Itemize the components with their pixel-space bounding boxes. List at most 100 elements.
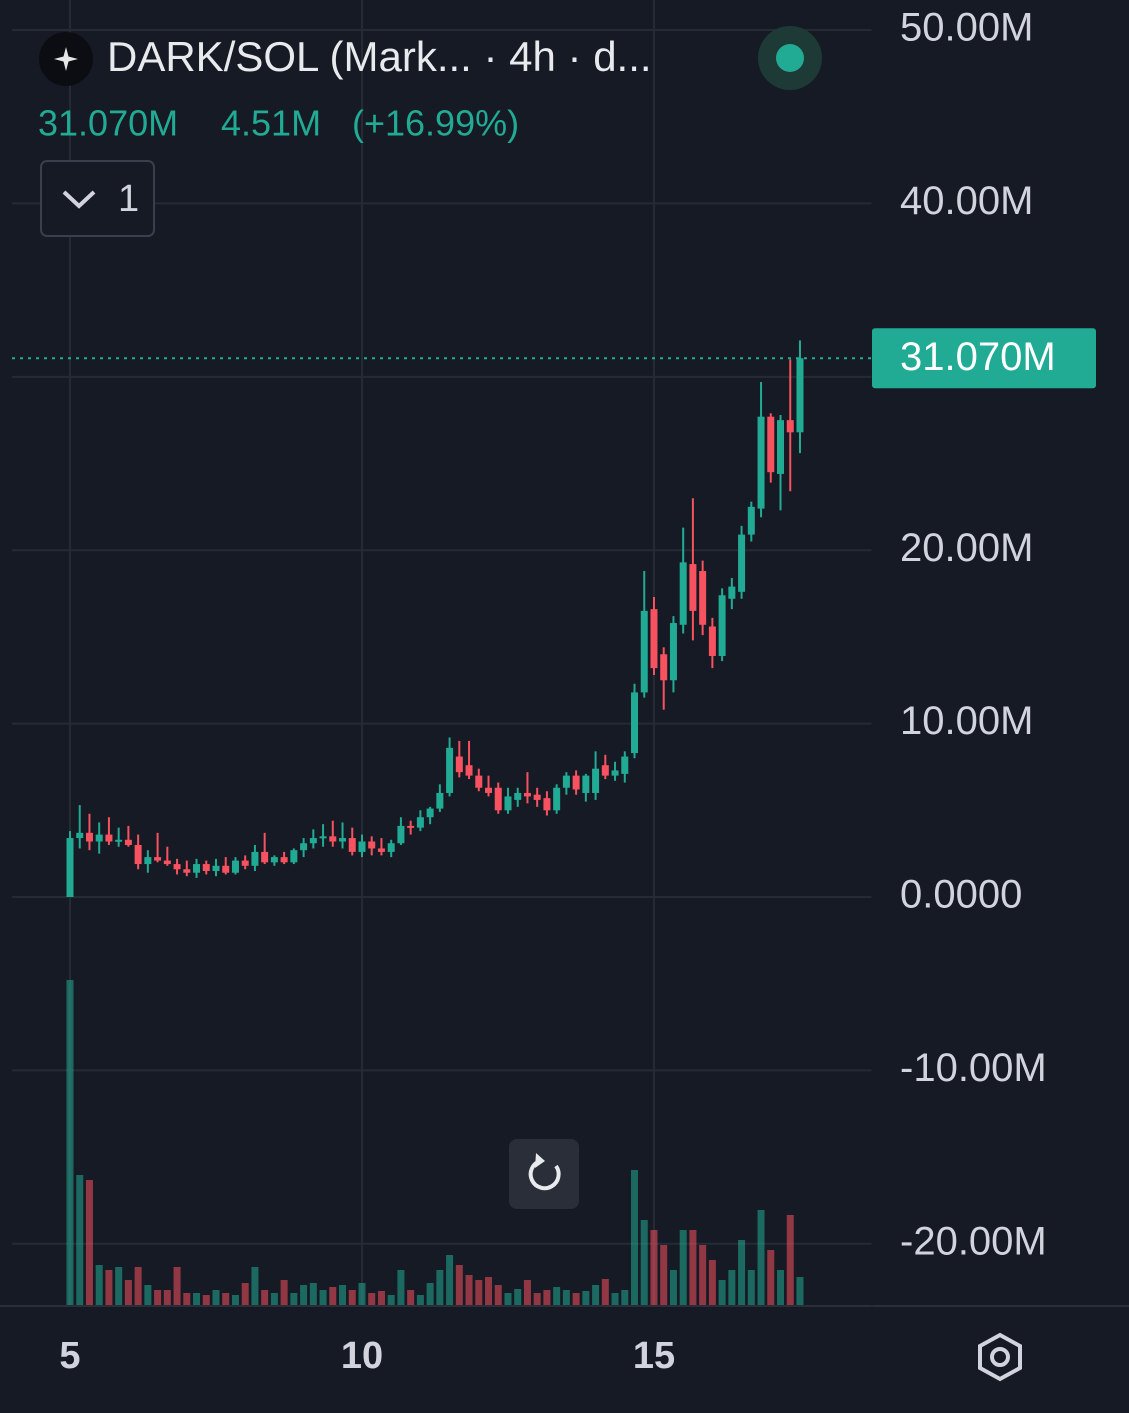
candle-body [241,860,249,866]
candle-body [358,841,366,852]
volume-bar [339,1285,347,1305]
candle-body [397,825,405,844]
reset-button[interactable] [509,1139,579,1209]
legend-close: 31.070M [38,103,178,144]
reset-icon [528,1159,561,1191]
volume-bar [66,980,74,1305]
volume-bar [572,1293,580,1305]
candle-body [319,836,327,839]
candle-body [377,848,385,852]
volume-bar [241,1283,249,1305]
candle-body [689,564,697,611]
candle-body [212,865,220,871]
volume-bar [738,1240,746,1305]
candle-body [796,358,804,433]
volume-bar [134,1267,142,1305]
candle-body [582,775,590,793]
volume-bar [319,1290,327,1305]
candle-body [309,838,317,844]
settings-button[interactable] [978,1332,1022,1382]
volume-bar [144,1285,152,1305]
volume-bar [436,1270,444,1305]
indicator-toggle[interactable] [40,160,155,237]
volume-bar [193,1293,201,1305]
y-tick-label: 50.00M [900,6,1033,50]
candle-body [738,534,746,592]
candle-body [222,865,230,873]
volume-bar [718,1280,726,1305]
volume-bar [611,1293,619,1305]
time-axis: 5 10 15 [59,1335,675,1377]
volume-bar [377,1291,385,1305]
candle-body [562,775,570,788]
candle-body [786,420,794,433]
candle-body [407,825,415,828]
volume-bar [348,1290,356,1305]
volume-bar [767,1250,775,1305]
candle-body [631,692,639,754]
reset-icon-arrow [535,1153,545,1168]
volume-bar [329,1287,337,1305]
volume-bar [387,1295,395,1305]
volume-bar [416,1295,424,1305]
candle-body [144,857,152,865]
volume-bar [504,1293,512,1305]
volume-bar [699,1245,707,1305]
volume-bar [660,1245,668,1305]
candle-body [270,857,278,863]
volume-bar [679,1230,687,1305]
candle-body [183,869,191,873]
candle-body [124,839,132,845]
candle-body [679,562,687,625]
y-tick-label: 40.00M [900,179,1033,223]
status-dot [776,44,804,72]
candle-body [173,864,181,870]
candle-body [231,860,239,873]
candle-body [329,836,337,842]
volume-bar [562,1290,570,1305]
indicator-count: 1 [118,178,139,220]
volume-bar [494,1285,502,1305]
volume-bar [212,1290,220,1305]
candle-body [387,843,395,852]
volume-bar [309,1283,317,1305]
candle-body [572,775,580,790]
candle-body [66,838,74,897]
candle-body [416,817,424,828]
volume-bar [514,1289,522,1305]
candle-body [426,808,434,818]
volume-bar [553,1287,561,1305]
volume-bar [183,1293,191,1305]
volume-bar [397,1270,405,1305]
candle-body [601,765,609,776]
volume-bar [631,1170,639,1305]
candle-body [154,857,162,861]
volume-bar [708,1260,716,1305]
volume-bar [640,1220,648,1305]
candle-body [163,860,171,865]
volume-bar [173,1267,181,1305]
volume-bar [163,1290,171,1305]
candle-body [202,864,210,871]
volume-bar [280,1280,288,1305]
x-tick-label: 15 [633,1335,675,1377]
volume-bar [465,1275,473,1305]
volume-bar [582,1291,590,1305]
candle-body [523,792,531,797]
volume-bar [105,1270,113,1305]
chevron-icon [62,190,96,209]
last-price-label: 31.070M [900,335,1056,379]
volume-bar [407,1290,415,1305]
volume-bar [650,1230,658,1305]
volume-bar [85,1180,93,1305]
volume-bar [154,1290,162,1305]
candle-body [611,770,619,776]
candle-body [592,768,600,793]
volume-bar [592,1285,600,1305]
candle-body [193,864,201,873]
volume-bar [621,1290,629,1305]
candle-body [504,796,512,811]
volume-bar [757,1210,765,1305]
last-price-tag [872,328,1096,389]
